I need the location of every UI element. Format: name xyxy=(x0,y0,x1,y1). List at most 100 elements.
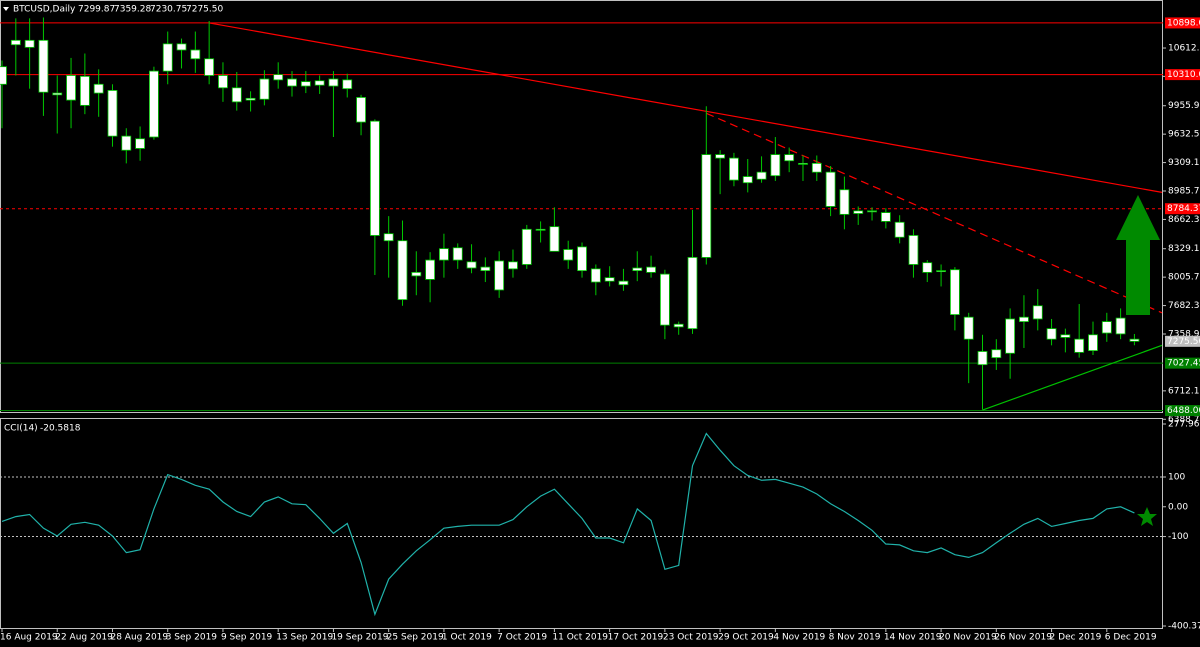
candle-body xyxy=(673,323,684,328)
candle-body xyxy=(245,97,256,101)
candle-body xyxy=(936,270,946,273)
price-label: 6488.00 xyxy=(1167,406,1200,416)
candle-body xyxy=(1005,318,1016,354)
candle-body xyxy=(107,90,118,137)
candle-body xyxy=(770,154,781,177)
star xyxy=(1137,507,1157,526)
candle-body xyxy=(452,247,463,261)
symbol: BTCUSD,Daily xyxy=(13,5,76,15)
x-tick-label: 14 Nov 2019 xyxy=(884,633,942,643)
candle-body xyxy=(1019,316,1029,322)
cci-tick-label: 100 xyxy=(1168,472,1185,482)
candle-body xyxy=(811,162,822,173)
candle-body xyxy=(867,210,877,213)
candle-body xyxy=(52,92,63,96)
candle-body xyxy=(494,260,505,291)
candle-body xyxy=(369,120,380,236)
main-panel-border xyxy=(0,0,1163,413)
candle-body xyxy=(287,78,297,87)
candle-body xyxy=(659,273,670,326)
trendline xyxy=(982,344,1163,411)
candle-body xyxy=(0,66,7,85)
candle-body xyxy=(880,212,891,222)
y-tick-label: 6388.70 xyxy=(1168,415,1200,425)
candle-body xyxy=(190,49,201,60)
candle-body xyxy=(273,74,284,81)
candle-body xyxy=(535,228,546,231)
candle-body xyxy=(439,248,449,261)
candle-body xyxy=(149,70,159,138)
candle-body xyxy=(646,266,656,273)
candle-body xyxy=(231,87,242,103)
price-label-box xyxy=(1165,405,1200,417)
y-tick-label: 7358.90 xyxy=(1168,330,1200,340)
y-tick-label: 9632.50 xyxy=(1168,130,1200,140)
y-tick-label: 8005.70 xyxy=(1168,273,1200,283)
candle-body xyxy=(521,228,532,265)
candle-body xyxy=(577,246,587,272)
candle-body xyxy=(687,257,698,330)
menu-arrow xyxy=(3,7,9,11)
candle-body xyxy=(549,226,560,252)
x-tick-label: 13 Sep 2019 xyxy=(276,633,333,643)
x-tick-label: 11 Oct 2019 xyxy=(552,633,608,643)
candle-body xyxy=(742,176,753,184)
candle-body xyxy=(93,83,104,94)
y-tick-label: 8662.30 xyxy=(1168,215,1200,225)
y-tick-label: 10612.50 xyxy=(1168,44,1200,54)
candle-body xyxy=(480,266,491,272)
candle-body xyxy=(784,154,795,162)
candle-body xyxy=(977,351,988,366)
candle-body xyxy=(204,58,215,76)
candle-body xyxy=(618,280,629,286)
x-tick-label: 28 Aug 2019 xyxy=(110,633,168,643)
y-tick-label: 6712.10 xyxy=(1168,386,1200,396)
candle-body xyxy=(1129,338,1140,342)
candle-body xyxy=(1101,321,1112,334)
price-label: 10310.00 xyxy=(1167,70,1200,80)
price-label: 7275.50 xyxy=(1167,337,1200,347)
candle-body xyxy=(328,78,339,87)
x-tick-label: 22 Aug 2019 xyxy=(55,633,113,643)
candle-body xyxy=(991,349,1002,359)
candle-body xyxy=(825,171,836,207)
candle-body xyxy=(411,271,422,277)
y-tick-label: 8329.10 xyxy=(1168,244,1200,254)
candle-body xyxy=(1046,328,1057,340)
price-label-box xyxy=(1165,69,1200,81)
up-arrow xyxy=(1116,195,1160,315)
trendline xyxy=(706,112,1163,314)
price-label-box xyxy=(1165,203,1200,215)
ohlc-close: 7275.50 xyxy=(186,5,223,15)
cci-tick-label: 277.9692 xyxy=(1168,420,1200,430)
price-label: 8784.37 xyxy=(1167,204,1200,214)
candle-body xyxy=(853,210,864,214)
candle-body xyxy=(121,135,132,151)
candle-body xyxy=(300,81,311,87)
candle-body xyxy=(1074,338,1085,353)
price-label-box xyxy=(1165,335,1200,347)
candle-body xyxy=(66,75,76,101)
candle-body xyxy=(1088,334,1098,352)
y-tick-label: 9309.10 xyxy=(1168,158,1200,168)
candle-body xyxy=(342,79,353,90)
price-label-box xyxy=(1165,17,1200,29)
candle-body xyxy=(466,261,477,269)
cci-tick-label: 0.00 xyxy=(1168,502,1188,512)
x-tick-label: 16 Aug 2019 xyxy=(0,633,58,643)
cci-current: -20.5818 xyxy=(40,424,81,434)
y-tick-label: 7682.30 xyxy=(1168,301,1200,311)
cci-tick-label: -400.3777 xyxy=(1168,622,1200,632)
candle-body xyxy=(356,97,366,123)
candle-body xyxy=(563,249,574,261)
candle-body xyxy=(604,277,615,282)
ohlc-high: 7359.28 xyxy=(114,5,151,15)
candle-body xyxy=(314,80,325,86)
x-tick-label: 8 Nov 2019 xyxy=(829,633,881,643)
x-tick-label: 26 Nov 2019 xyxy=(994,633,1052,643)
x-tick-label: 7 Oct 2019 xyxy=(497,633,547,643)
x-tick-label: 2 Dec 2019 xyxy=(1050,633,1102,643)
candle-body xyxy=(922,262,933,273)
cci-panel-border xyxy=(0,418,1163,629)
